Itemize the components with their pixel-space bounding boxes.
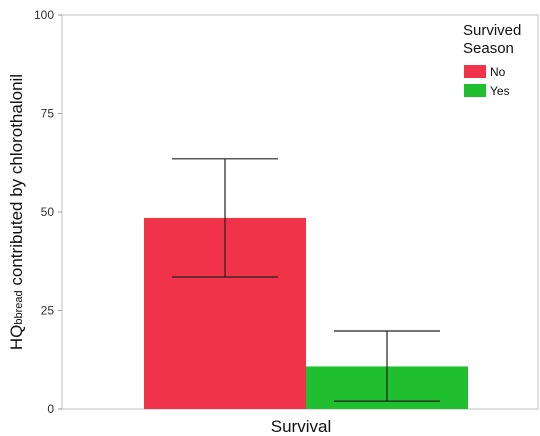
legend-swatch-yes [464, 84, 486, 97]
y-tick-label: 100 [34, 8, 54, 22]
y-axis-label-prefix: HQ [7, 325, 26, 351]
legend-label-yes: Yes [490, 84, 510, 98]
bars [144, 217, 468, 409]
legend-label-no: No [490, 65, 506, 79]
y-axis-label-suffix: contributed by chlorothalonil [7, 74, 26, 290]
legend-swatch-no [464, 65, 486, 78]
y-tick-label: 0 [47, 402, 54, 416]
y-axis: 0 25 50 75 100 [34, 8, 62, 416]
y-tick-label: 25 [41, 304, 55, 318]
y-axis-label: HQbbread contributed by chlorothalonil [7, 74, 26, 350]
x-axis-label: Survival [271, 417, 331, 436]
error-bars [172, 158, 440, 402]
legend-title-line2: Season [463, 40, 514, 57]
y-axis-label-subscript: bbread [13, 290, 25, 324]
legend: Survived Season No Yes [463, 22, 521, 98]
y-tick-label: 75 [41, 107, 55, 121]
y-tick-label: 50 [41, 205, 55, 219]
legend-title-line1: Survived [463, 22, 521, 39]
